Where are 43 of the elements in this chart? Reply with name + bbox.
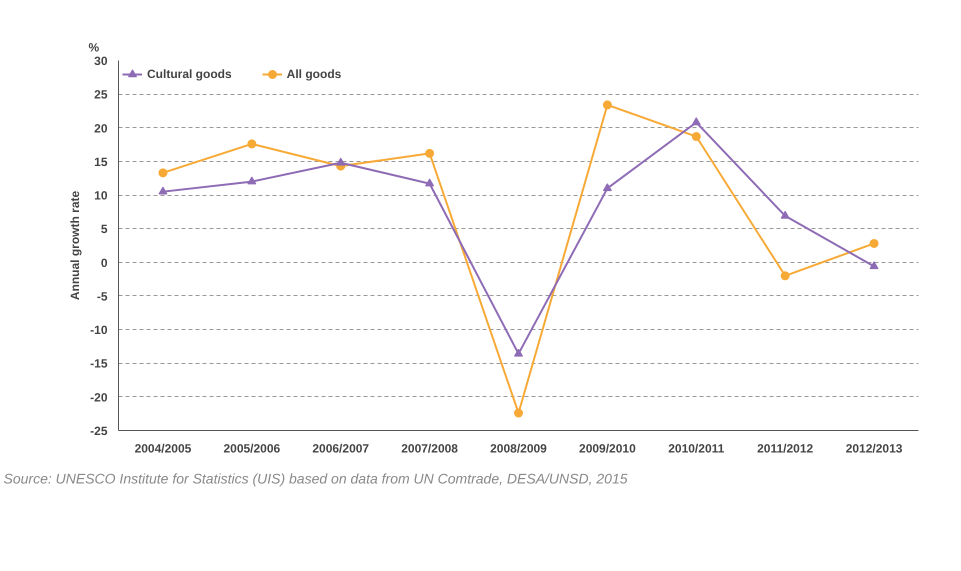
y-tick-label: -20 — [90, 390, 108, 404]
point — [870, 238, 879, 248]
y-tick-label: -15 — [90, 356, 108, 371]
legend-label: Cultural goods — [147, 67, 232, 81]
point — [425, 178, 434, 186]
y-tick-label: 20 — [94, 121, 108, 136]
point — [425, 148, 434, 158]
y-axis-title: Annual growth rate — [68, 190, 82, 300]
x-tick-label: 2005/2006 — [223, 442, 281, 456]
point — [602, 183, 612, 192]
y-tick-label: 25 — [94, 88, 108, 102]
y-tick-label: 30 — [94, 54, 108, 68]
point — [247, 139, 256, 148]
point — [514, 348, 523, 357]
x-tick-label: 2007/2008 — [401, 442, 458, 456]
point — [514, 408, 523, 418]
point — [336, 158, 346, 166]
y-tick-label: -10 — [90, 323, 108, 338]
x-tick-label: 2009/2010 — [579, 442, 636, 456]
y-tick-label: 15 — [94, 154, 108, 169]
x-tick-label: 2004/2005 — [134, 442, 192, 456]
point — [602, 100, 612, 110]
x-tick-label: 2012/2013 — [846, 442, 903, 456]
y-tick-label: 5 — [100, 222, 108, 236]
x-tick-label: 2011/2012 — [757, 442, 814, 456]
point — [780, 210, 790, 219]
point — [247, 176, 256, 184]
y-tick-label: -5 — [96, 289, 108, 304]
y-tick-label: -25 — [90, 424, 108, 438]
y-tick-label: 10 — [94, 188, 108, 203]
x-tick-label: 2006/2007 — [312, 442, 370, 456]
point — [158, 186, 168, 194]
point — [780, 271, 790, 280]
x-tick-label: 2010/2011 — [668, 442, 725, 456]
x-tick-label: 2008/2009 — [490, 442, 548, 456]
point — [692, 117, 701, 126]
point — [158, 168, 168, 178]
legend-label: All goods — [286, 67, 342, 81]
point — [870, 261, 879, 270]
y-tick-label: 0 — [100, 256, 108, 270]
source-note: Source: UNESCO Institute for Statistics (UIS) based on data from UN Comtrade, DESA/UNSD, 2015 — [4, 470, 628, 486]
point — [692, 132, 701, 142]
text: % — [88, 40, 100, 54]
